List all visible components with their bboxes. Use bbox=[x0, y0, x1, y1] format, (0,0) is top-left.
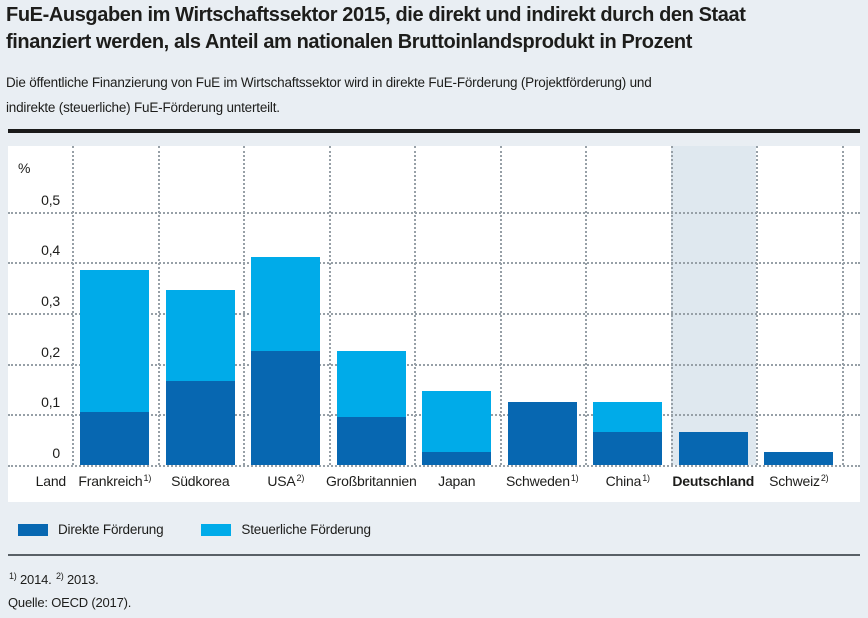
y-axis-tick-label-0-5: 0,5 bbox=[41, 191, 60, 208]
gridline-vertical bbox=[585, 146, 587, 465]
bar-direct-japan bbox=[422, 452, 492, 465]
bar-direct-usa bbox=[251, 351, 321, 465]
legend-label: Direkte Förderung bbox=[58, 522, 164, 537]
bar-tax-frankreich bbox=[80, 270, 150, 412]
gridline-horizontal-0 bbox=[8, 465, 860, 467]
footnote-marker: 1) bbox=[143, 473, 152, 483]
x-axis-label-usa: USA2) bbox=[267, 473, 305, 489]
bar-tax-japan bbox=[422, 391, 492, 452]
gridline-horizontal-0-5 bbox=[8, 211, 860, 214]
bar-tax-china bbox=[593, 402, 663, 432]
highlight-column-deutschland bbox=[670, 146, 756, 465]
x-axis-label-grossbritannien: Großbritannien bbox=[325, 473, 417, 489]
bar-direct-deutschland bbox=[678, 432, 748, 465]
bar-direct-grossbritannien bbox=[336, 417, 406, 465]
gridline-vertical bbox=[414, 146, 416, 465]
gridline-vertical bbox=[499, 146, 502, 465]
chart-panel: % 0,5 0,4 0,3 0,2 0,1 0 Frankreich1) Südkorea US… bbox=[8, 146, 860, 502]
legend-swatch bbox=[201, 523, 232, 536]
gridline-vertical bbox=[243, 146, 245, 465]
subtitle-line-1: Die öffentliche Finanzierung von FuE im … bbox=[6, 75, 652, 90]
legend-label: Steuerliche Förderung bbox=[241, 522, 371, 537]
x-axis-label-japan: Japan bbox=[438, 473, 476, 489]
x-axis-label-deutschland: Deutschland bbox=[672, 473, 755, 489]
x-axis-label-china: China1) bbox=[605, 473, 650, 489]
legend: Direkte Förderung Steuerliche Förderung bbox=[18, 522, 409, 537]
gridline-vertical bbox=[328, 146, 331, 465]
y-axis-tick-label-0: 0 bbox=[52, 445, 60, 461]
subtitle-line-2: indirekte (steuerliche) FuE-Förderung un… bbox=[6, 100, 280, 115]
bar-direct-sudkorea bbox=[165, 381, 235, 465]
x-axis-label-frankreich: Frankreich1) bbox=[78, 473, 152, 489]
divider-thin bbox=[8, 554, 860, 556]
y-axis-tick-label-0-4: 0,4 bbox=[41, 242, 60, 259]
bar-tax-usa bbox=[251, 257, 321, 351]
subtitle: Die öffentliche Finanzierung von FuE im … bbox=[6, 70, 652, 120]
legend-item-direkte-forderung: Direkte Förderung bbox=[18, 522, 164, 537]
gridline-vertical bbox=[670, 146, 673, 465]
gridline-horizontal-0-2 bbox=[8, 363, 860, 366]
bar-direct-schweiz bbox=[764, 452, 834, 465]
gridline-horizontal-0-4 bbox=[8, 262, 860, 265]
plot-area: 0,5 0,4 0,3 0,2 0,1 0 Frankreich1) Südkorea USA2… bbox=[8, 146, 860, 502]
legend-swatch bbox=[18, 523, 48, 536]
title-line-2: finanziert werden, als Anteil am nationa… bbox=[6, 31, 692, 53]
y-axis-tick-label-0-3: 0,3 bbox=[41, 292, 60, 309]
footnote-marker: 1) bbox=[642, 473, 650, 483]
gridline-vertical bbox=[756, 146, 758, 465]
footnote-marker: 1) bbox=[570, 473, 579, 483]
x-axis-label-sudkorea: Südkorea bbox=[171, 473, 230, 489]
legend-item-steuerliche-forderung: Steuerliche Förderung bbox=[201, 522, 371, 537]
y-axis-tick-label-0-1: 0,1 bbox=[41, 394, 60, 411]
x-axis-header-land: Land bbox=[35, 473, 67, 489]
bar-tax-grossbritannien bbox=[336, 351, 406, 417]
bar-tax-sudkorea bbox=[165, 290, 235, 381]
title-line-1: FuE-Ausgaben im Wirtschaftssektor 2015, … bbox=[6, 4, 746, 26]
footnote-marker: 2) bbox=[55, 571, 64, 581]
footnotes: 1) 2014. 2) 2013. bbox=[9, 571, 99, 587]
source-line: Quelle: OECD (2017). bbox=[8, 595, 132, 610]
footnote-marker: 2) bbox=[820, 473, 829, 483]
x-axis-label-schweden: Schweden1) bbox=[506, 473, 579, 489]
y-axis-tick-label-0-2: 0,2 bbox=[41, 343, 60, 360]
gridline-vertical bbox=[72, 146, 74, 465]
gridline-vertical bbox=[841, 146, 844, 465]
footnote-marker: 2) bbox=[296, 473, 305, 483]
footnote-marker: 1) bbox=[9, 571, 17, 581]
bar-direct-china bbox=[593, 432, 663, 465]
y-axis-unit-label: % bbox=[18, 160, 31, 176]
x-axis-label-schweiz: Schweiz2) bbox=[769, 473, 829, 489]
gridline-horizontal-0-3 bbox=[8, 312, 860, 315]
bar-direct-schweden bbox=[507, 402, 577, 465]
gridline-vertical bbox=[157, 146, 160, 465]
page-title: FuE-Ausgaben im Wirtschaftssektor 2015, … bbox=[6, 2, 746, 56]
bar-direct-frankreich bbox=[80, 412, 150, 465]
divider-thick bbox=[8, 129, 860, 133]
